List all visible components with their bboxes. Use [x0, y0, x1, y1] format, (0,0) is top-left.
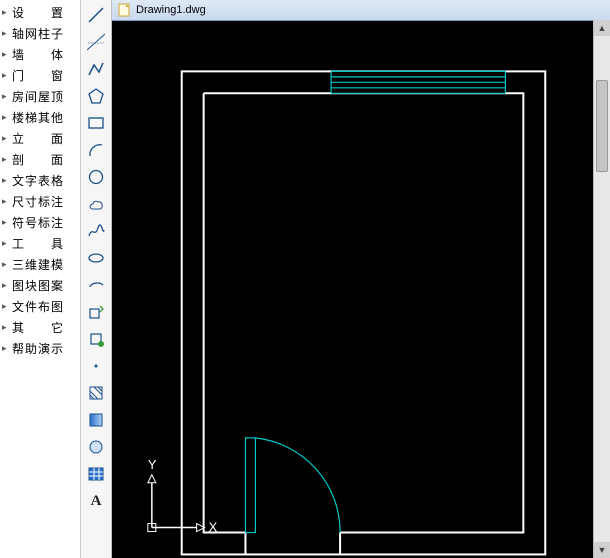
menu-item-room-roof[interactable]: ▸房间屋顶	[0, 86, 80, 107]
menu-item-tools[interactable]: ▸工 具	[0, 233, 80, 254]
ellipse-arc-icon[interactable]	[84, 274, 108, 296]
menu-label: 工 具	[12, 235, 64, 252]
menu-item-3d-model[interactable]: ▸三维建模	[0, 254, 80, 275]
menu-item-other[interactable]: ▸其 它	[0, 317, 80, 338]
region-icon[interactable]	[84, 436, 108, 458]
menu-item-door-window[interactable]: ▸门 窗	[0, 65, 80, 86]
menu-label: 文件布图	[12, 298, 64, 315]
spline-icon[interactable]	[84, 220, 108, 242]
document-tab[interactable]: Drawing1.dwg	[114, 1, 216, 19]
menu-item-wall[interactable]: ▸墙 体	[0, 44, 80, 65]
menu-label: 其 它	[12, 319, 64, 336]
document-tab-label: Drawing1.dwg	[136, 4, 206, 16]
menu-label: 三维建模	[12, 256, 64, 273]
point-icon[interactable]	[84, 355, 108, 377]
menu-item-elevation[interactable]: ▸立 面	[0, 128, 80, 149]
hatch-icon[interactable]	[84, 382, 108, 404]
line-icon[interactable]	[84, 4, 108, 26]
polyline-icon[interactable]	[84, 58, 108, 80]
make-block-icon[interactable]	[84, 328, 108, 350]
scroll-up-icon[interactable]: ▲	[594, 20, 610, 36]
svg-text:Y: Y	[148, 457, 157, 472]
menu-label: 图块图案	[12, 277, 64, 294]
menu-item-dimension[interactable]: ▸尺寸标注	[0, 191, 80, 212]
menu-label: 文字表格	[12, 172, 64, 189]
menu-label: 楼梯其他	[12, 109, 64, 126]
construction-line-icon[interactable]	[84, 31, 108, 53]
menu-item-axis-column[interactable]: ▸轴网柱子	[0, 23, 80, 44]
scroll-down-icon[interactable]: ▼	[594, 542, 610, 558]
menu-label: 剖 面	[12, 151, 64, 168]
menu-label: 帮助演示	[12, 340, 64, 357]
svg-text:X: X	[209, 520, 218, 535]
arc-icon[interactable]	[84, 139, 108, 161]
insert-block-icon[interactable]	[84, 301, 108, 323]
menu-label: 设 置	[12, 4, 64, 21]
scroll-thumb[interactable]	[596, 80, 608, 172]
table-icon[interactable]	[84, 463, 108, 485]
menu-label: 尺寸标注	[12, 193, 64, 210]
rectangle-icon[interactable]	[84, 112, 108, 134]
menu-item-help-demo[interactable]: ▸帮助演示	[0, 338, 80, 359]
ellipse-icon[interactable]	[84, 247, 108, 269]
menu-item-symbol[interactable]: ▸符号标注	[0, 212, 80, 233]
vertical-scrollbar[interactable]: ▲ ▼	[593, 20, 610, 558]
drawing-area: Drawing1.dwg YX	[112, 0, 610, 558]
menu-item-stair-other[interactable]: ▸楼梯其他	[0, 107, 80, 128]
menu-label: 墙 体	[12, 46, 64, 63]
floor-plan-drawing: YX	[112, 21, 610, 558]
category-menu: ▸设 置 ▸轴网柱子 ▸墙 体 ▸门 窗 ▸房间屋顶 ▸楼梯其他 ▸立 面 ▸剖…	[0, 0, 81, 558]
menu-label: 符号标注	[12, 214, 64, 231]
text-icon[interactable]: A	[84, 490, 108, 512]
circle-icon[interactable]	[84, 166, 108, 188]
draw-toolbar: A	[81, 0, 112, 558]
menu-label: 门 窗	[12, 67, 64, 84]
dwg-file-icon	[118, 3, 132, 17]
document-tab-bar: Drawing1.dwg	[112, 0, 610, 21]
model-viewport[interactable]: YX	[112, 21, 610, 558]
gradient-icon[interactable]	[84, 409, 108, 431]
menu-label: 轴网柱子	[12, 25, 64, 42]
menu-item-block-pattern[interactable]: ▸图块图案	[0, 275, 80, 296]
menu-item-text-table[interactable]: ▸文字表格	[0, 170, 80, 191]
menu-item-settings[interactable]: ▸设 置	[0, 2, 80, 23]
revision-cloud-icon[interactable]	[84, 193, 108, 215]
menu-label: 立 面	[12, 130, 64, 147]
menu-label: 房间屋顶	[12, 88, 64, 105]
polygon-icon[interactable]	[84, 85, 108, 107]
menu-item-section[interactable]: ▸剖 面	[0, 149, 80, 170]
menu-item-file-layout[interactable]: ▸文件布图	[0, 296, 80, 317]
